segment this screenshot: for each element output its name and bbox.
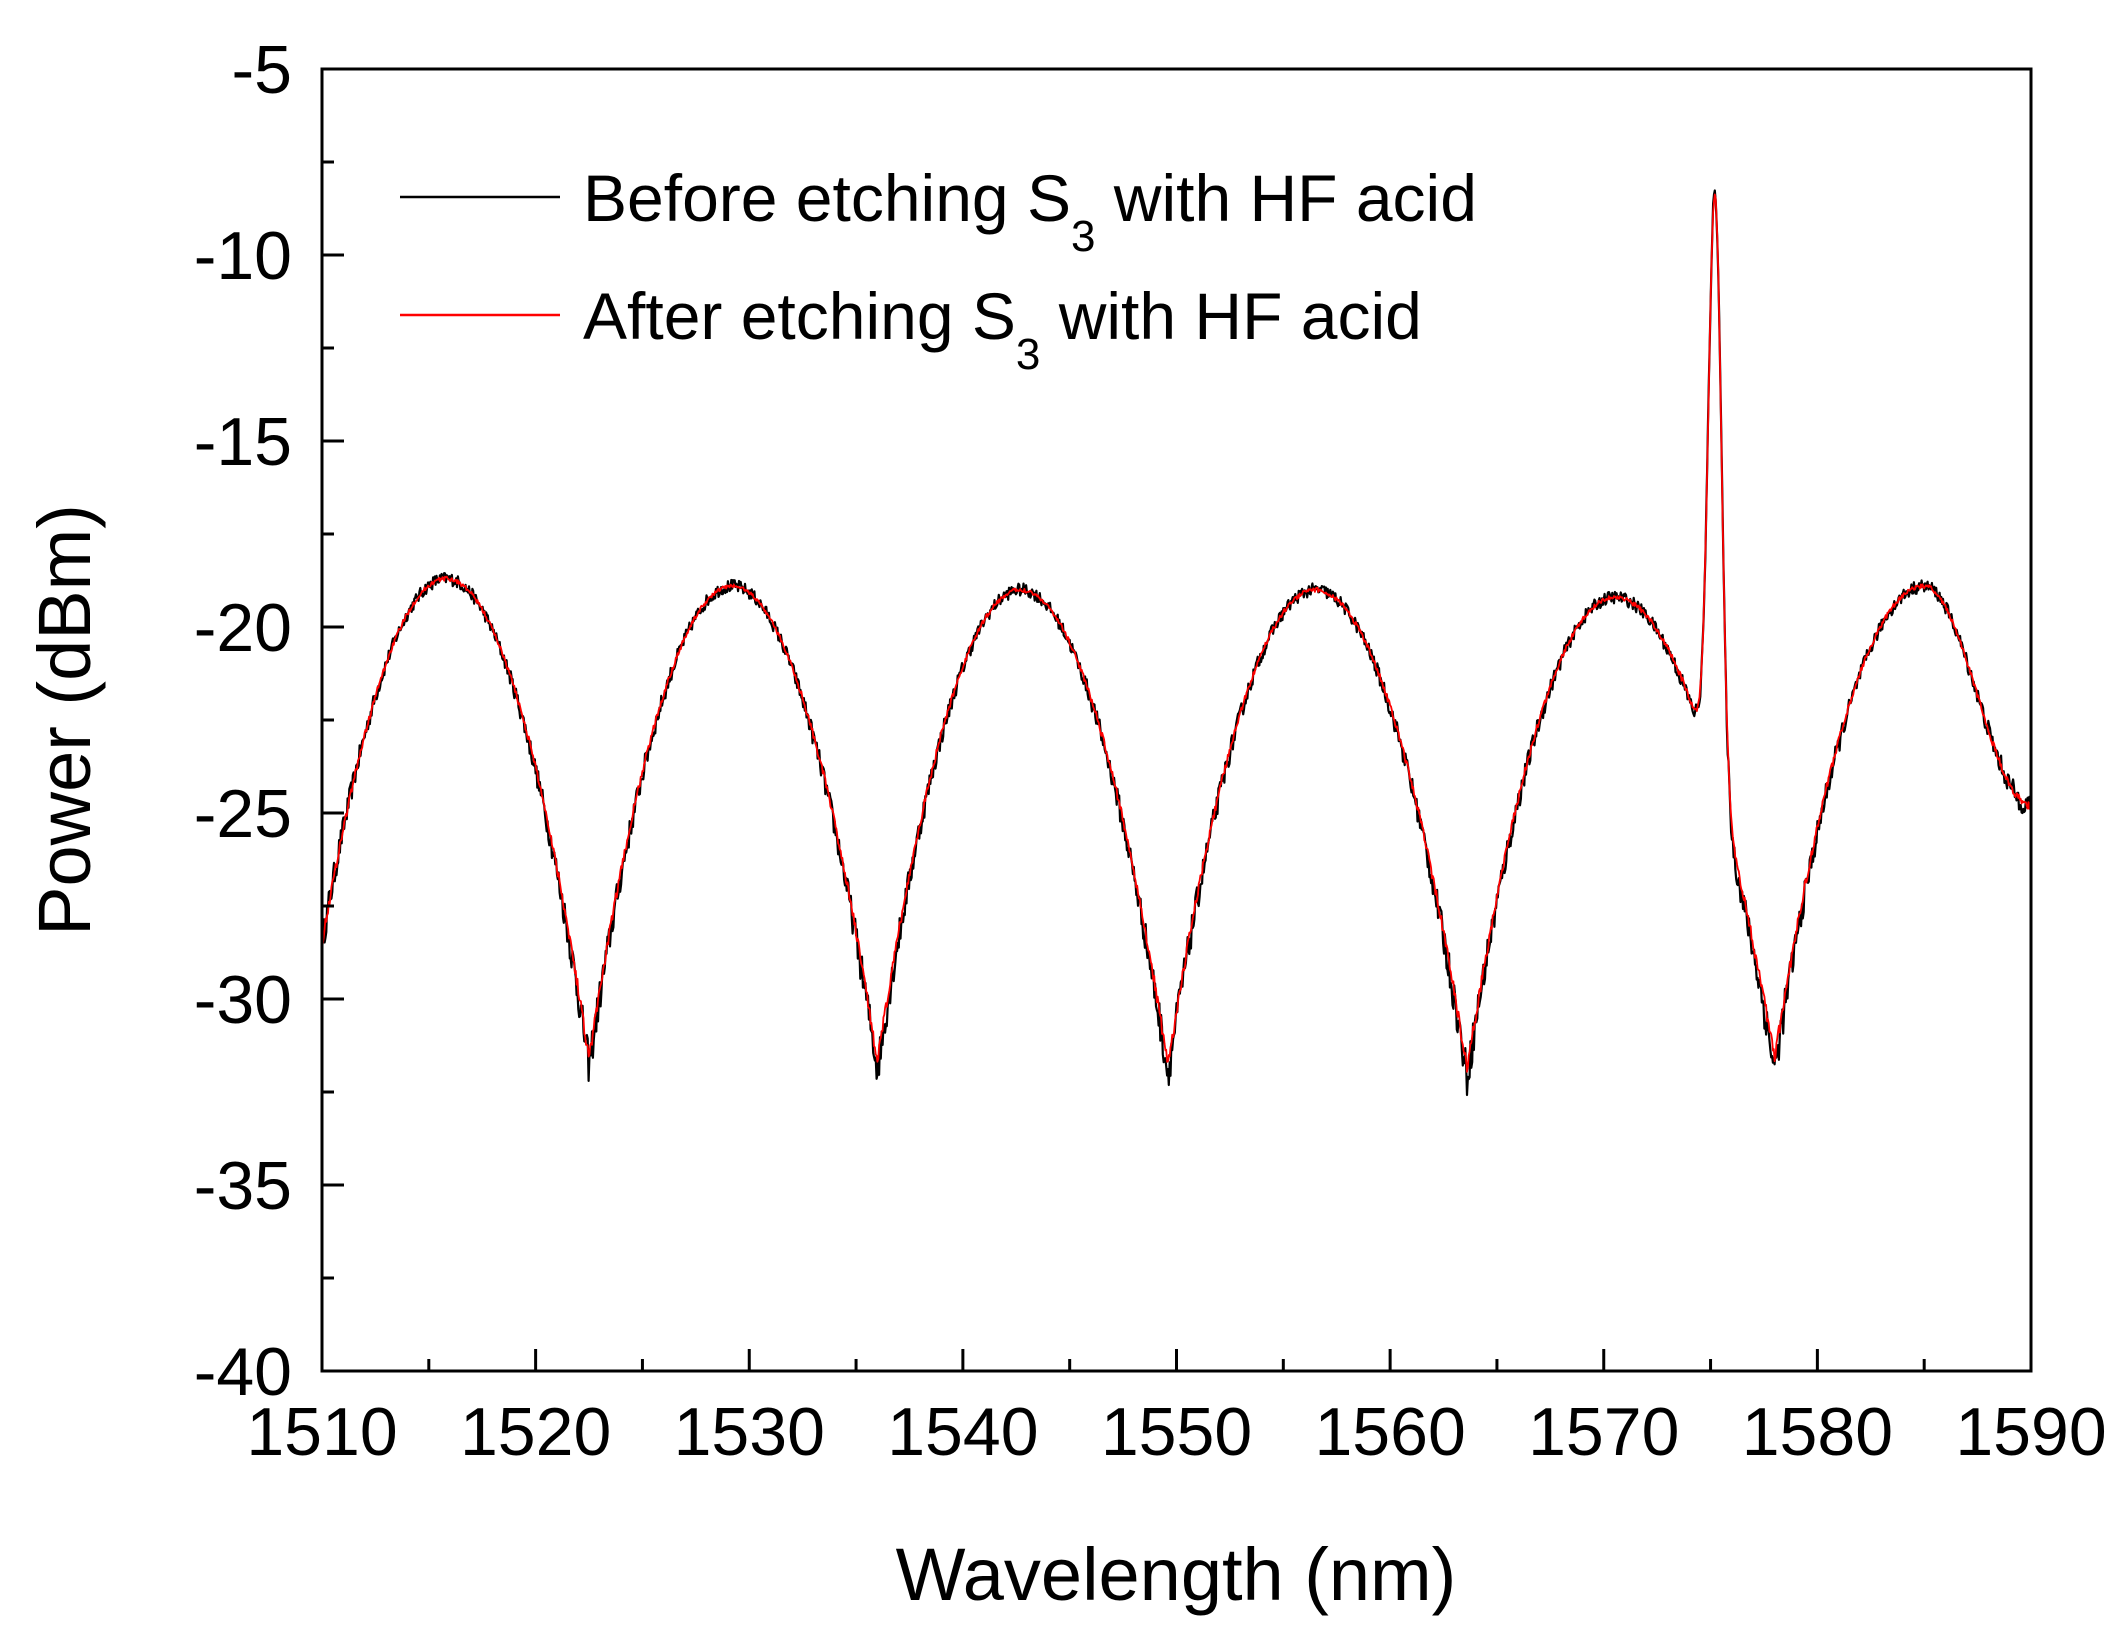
y-tick-label: -5 (232, 32, 292, 108)
y-tick-label: -25 (194, 776, 292, 852)
legend-label-0: Before etching S3 with HF acid (583, 161, 1477, 261)
y-axis-title: Power (dBm) (23, 504, 106, 936)
y-tick-label: -35 (194, 1148, 292, 1224)
y-tick-label: -40 (194, 1334, 292, 1410)
x-tick-label: 1570 (1528, 1394, 1679, 1470)
x-tick-label: 1580 (1742, 1394, 1893, 1470)
y-axis: -5 -10 -15 -20 -25 -30 -35 -40 (194, 32, 344, 1410)
y-tick-label: -15 (194, 404, 292, 480)
x-tick-label: 1540 (887, 1394, 1038, 1470)
x-axis: 1510 1520 1530 1540 1550 1560 1570 1580 1590 (246, 1349, 2107, 1470)
legend: Before etching S3 with HF acid After etch… (400, 161, 1477, 379)
y-tick-label: -20 (194, 590, 292, 666)
y-tick-label: -10 (194, 218, 292, 294)
x-tick-label: 1560 (1314, 1394, 1465, 1470)
plot-frame (320, 67, 2033, 1373)
x-tick-label: 1510 (246, 1394, 397, 1470)
x-axis-title: Wavelength (nm) (896, 1533, 1457, 1616)
x-tick-label: 1520 (460, 1394, 611, 1470)
legend-label-1: After etching S3 with HF acid (583, 279, 1422, 379)
x-tick-label: 1590 (1955, 1394, 2106, 1470)
x-tick-label: 1550 (1101, 1394, 1252, 1470)
x-tick-label: 1530 (674, 1394, 825, 1470)
series-line-1 (321, 193, 2032, 1073)
plot-lines (320, 189, 2033, 1097)
y-tick-label: -30 (194, 962, 292, 1038)
